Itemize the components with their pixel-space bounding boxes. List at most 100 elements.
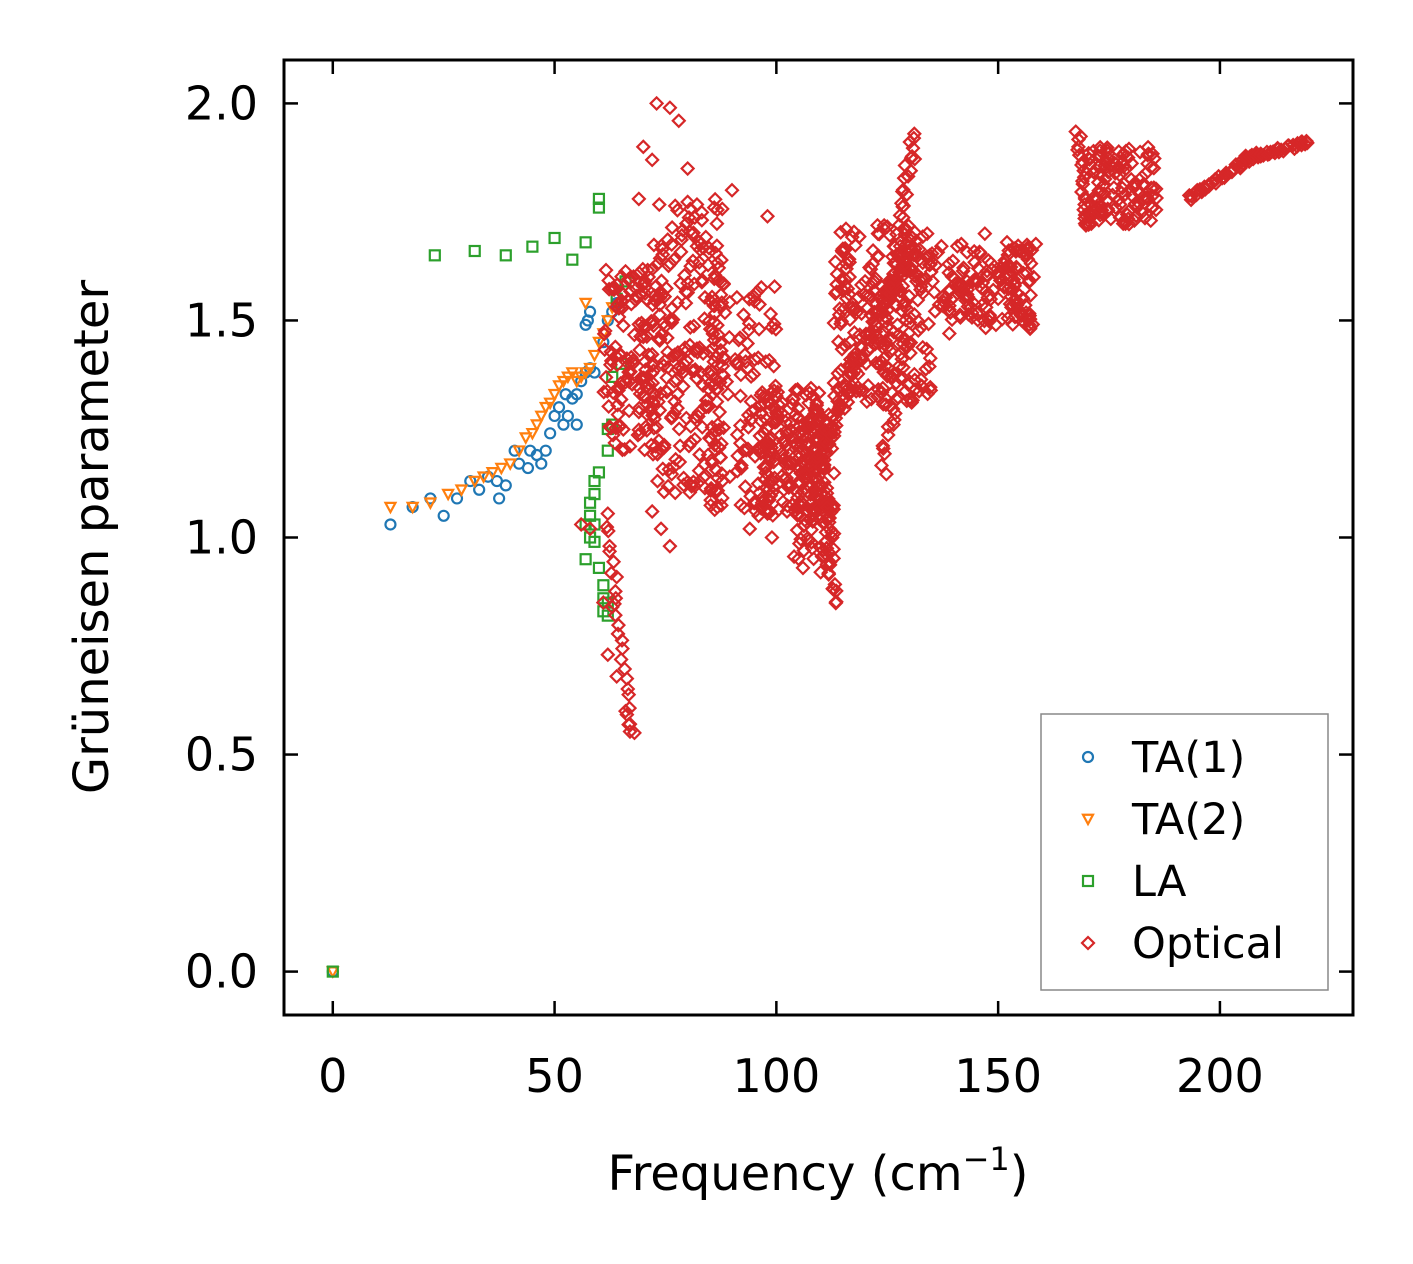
- data-point: [602, 538, 618, 554]
- legend-marker-ta-1-: [1081, 750, 1095, 764]
- data-point: [561, 409, 574, 423]
- data-point: [609, 569, 625, 585]
- data-point: [648, 278, 664, 294]
- data-point: [877, 309, 894, 325]
- data-point: [603, 344, 619, 360]
- data-point: [1140, 139, 1156, 155]
- data-point: [582, 521, 598, 537]
- data-point: [895, 278, 911, 294]
- data-point: [649, 419, 665, 435]
- data-point: [902, 310, 918, 326]
- data-point: [844, 229, 860, 245]
- data-point: [825, 581, 841, 597]
- data-point: [819, 480, 835, 496]
- data-point: [1013, 304, 1029, 320]
- data-point: [813, 564, 829, 580]
- data-point: [847, 346, 863, 362]
- data-point: [633, 369, 650, 385]
- data-point: [759, 504, 775, 520]
- data-point: [1146, 180, 1162, 196]
- data-point: [831, 307, 847, 323]
- legend-marker-ta-2-: [1081, 813, 1095, 827]
- data-point: [686, 318, 702, 334]
- data-point: [895, 336, 911, 352]
- data-point: [1106, 180, 1122, 196]
- data-point: [600, 523, 616, 539]
- data-point: [1115, 154, 1131, 170]
- data-point: [631, 380, 647, 396]
- data-point: [729, 463, 745, 479]
- data-point: [740, 441, 756, 457]
- data-point: [667, 198, 683, 214]
- data-point: [632, 342, 648, 358]
- data-point: [662, 256, 678, 272]
- data-point: [494, 462, 509, 476]
- data-point: [644, 315, 660, 332]
- data-point: [691, 254, 707, 270]
- data-point: [834, 272, 850, 288]
- data-point: [644, 358, 660, 374]
- data-point: [570, 418, 583, 431]
- data-point: [918, 361, 934, 377]
- data-point: [601, 444, 614, 457]
- data-point: [897, 157, 913, 174]
- data-point: [809, 397, 825, 413]
- data-point: [828, 595, 844, 611]
- data-point: [999, 234, 1015, 250]
- data-point: [982, 307, 998, 323]
- data-point: [1096, 186, 1112, 202]
- data-point: [827, 254, 843, 270]
- data-point: [834, 341, 850, 357]
- data-point: [743, 368, 759, 385]
- data-point: [620, 272, 636, 288]
- data-point: [556, 375, 571, 389]
- data-point: [1144, 200, 1160, 216]
- data-point: [660, 478, 676, 494]
- data-point: [592, 336, 606, 350]
- data-point: [775, 445, 791, 461]
- data-point: [1143, 159, 1159, 175]
- data-point: [959, 282, 976, 298]
- data-point: [798, 514, 815, 530]
- data-point: [801, 532, 817, 549]
- data-point: [1075, 176, 1091, 192]
- data-point: [776, 471, 792, 487]
- data-point: [717, 351, 733, 367]
- data-point: [649, 95, 665, 111]
- data-point: [709, 216, 725, 232]
- data-point: [896, 170, 912, 186]
- data-point: [499, 249, 512, 262]
- data-point: [864, 275, 880, 291]
- data-point: [842, 334, 858, 350]
- data-point: [712, 450, 729, 466]
- data-point: [862, 324, 878, 340]
- data-point: [423, 497, 438, 511]
- data-point: [863, 261, 879, 277]
- data-point: [869, 296, 885, 312]
- data-point: [856, 286, 872, 302]
- data-point: [628, 281, 644, 297]
- data-point: [899, 187, 915, 203]
- data-point: [637, 273, 653, 289]
- data-point: [964, 309, 980, 325]
- data-point: [1006, 272, 1022, 288]
- data-point: [729, 427, 745, 443]
- data-point: [848, 383, 864, 399]
- data-point: [326, 965, 339, 978]
- data-point: [980, 289, 996, 306]
- data-point: [669, 371, 685, 388]
- data-point: [672, 438, 688, 454]
- data-point: [736, 500, 752, 516]
- data-point: [826, 465, 842, 481]
- data-point: [1108, 200, 1124, 216]
- data-point: [796, 496, 812, 513]
- data-point: [652, 307, 668, 323]
- data-point: [617, 441, 633, 457]
- data-point: [534, 410, 549, 424]
- data-point: [485, 467, 500, 480]
- data-point: [1028, 236, 1044, 252]
- data-point: [716, 276, 732, 292]
- data-point: [595, 595, 611, 611]
- data-point: [672, 454, 688, 470]
- legend-label: TA(1): [1131, 733, 1245, 783]
